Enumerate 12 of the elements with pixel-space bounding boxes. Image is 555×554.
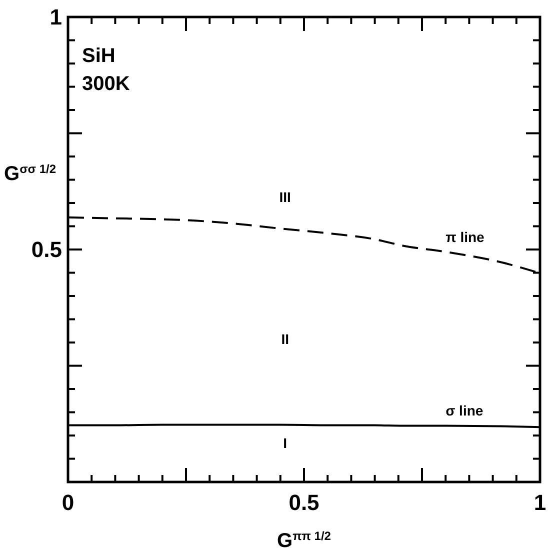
annotation: SiH bbox=[82, 45, 116, 67]
x-tick-label: 1 bbox=[534, 490, 546, 515]
annotation: I bbox=[283, 435, 288, 452]
y-axis-title: G$^{σσ 1/2}$ bbox=[4, 162, 56, 185]
annotation: II bbox=[281, 331, 290, 348]
series-label: π line bbox=[446, 228, 485, 245]
x-tick-label: 0 bbox=[62, 490, 74, 515]
annotation: III bbox=[279, 189, 291, 206]
x-tick-label: 0.5 bbox=[288, 490, 320, 515]
series-label: σ line bbox=[446, 402, 484, 419]
x-axis-title: G$^{ππ 1/2}$ bbox=[277, 529, 332, 552]
annotation: 300K bbox=[82, 73, 130, 95]
